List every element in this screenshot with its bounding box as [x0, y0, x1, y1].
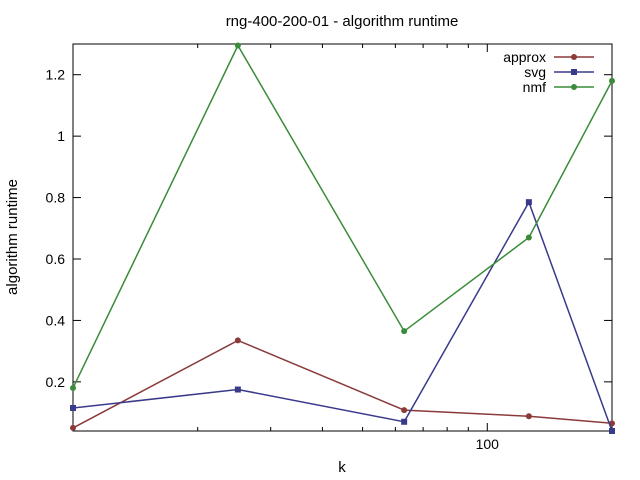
- series-line-nmf: [72, 43, 613, 389]
- y-tick-label-2: 0.6: [46, 251, 66, 267]
- axis-ticks: 0.2 0.4 0.6 0.8 1 1.2 100: [46, 44, 613, 452]
- y-tick-label-1: 0.4: [46, 312, 66, 328]
- point-approx-3: [525, 413, 532, 420]
- legend-marker-nmf: [571, 84, 577, 90]
- point-nmf-4: [609, 77, 615, 84]
- point-nmf-2: [401, 328, 408, 335]
- x-tick-label-0: 100: [476, 436, 500, 452]
- point-svg-0: [70, 404, 76, 411]
- point-svg-4: [609, 428, 615, 434]
- legend-marker-svg: [571, 69, 577, 75]
- point-nmf-3: [525, 234, 532, 241]
- point-svg-1: [234, 386, 241, 393]
- y-tick-label-5: 1.2: [46, 67, 66, 83]
- x-axis-label: k: [338, 459, 346, 476]
- series-layer: [70, 42, 615, 434]
- point-approx-2: [401, 407, 408, 414]
- point-nmf-1: [234, 42, 241, 49]
- point-nmf-0: [70, 385, 76, 391]
- y-tick-label-0: 0.2: [46, 374, 66, 390]
- y-tick-label-3: 0.8: [46, 190, 66, 206]
- point-approx-0: [70, 424, 76, 431]
- legend-label-nmf: nmf: [523, 79, 546, 95]
- y-axis-label: algorithm runtime: [4, 179, 21, 295]
- y-tick-label-4: 1: [57, 128, 65, 144]
- legend-label-svg: svg: [524, 64, 546, 80]
- point-svg-3: [525, 199, 532, 206]
- point-approx-1: [234, 337, 241, 344]
- plot-frame: [72, 43, 613, 432]
- legend-marker-approx: [571, 54, 577, 60]
- chart-title: rng-400-200-01 - algorithm runtime: [226, 13, 459, 30]
- point-svg-2: [401, 418, 408, 425]
- legend-label-approx: approx: [503, 49, 546, 65]
